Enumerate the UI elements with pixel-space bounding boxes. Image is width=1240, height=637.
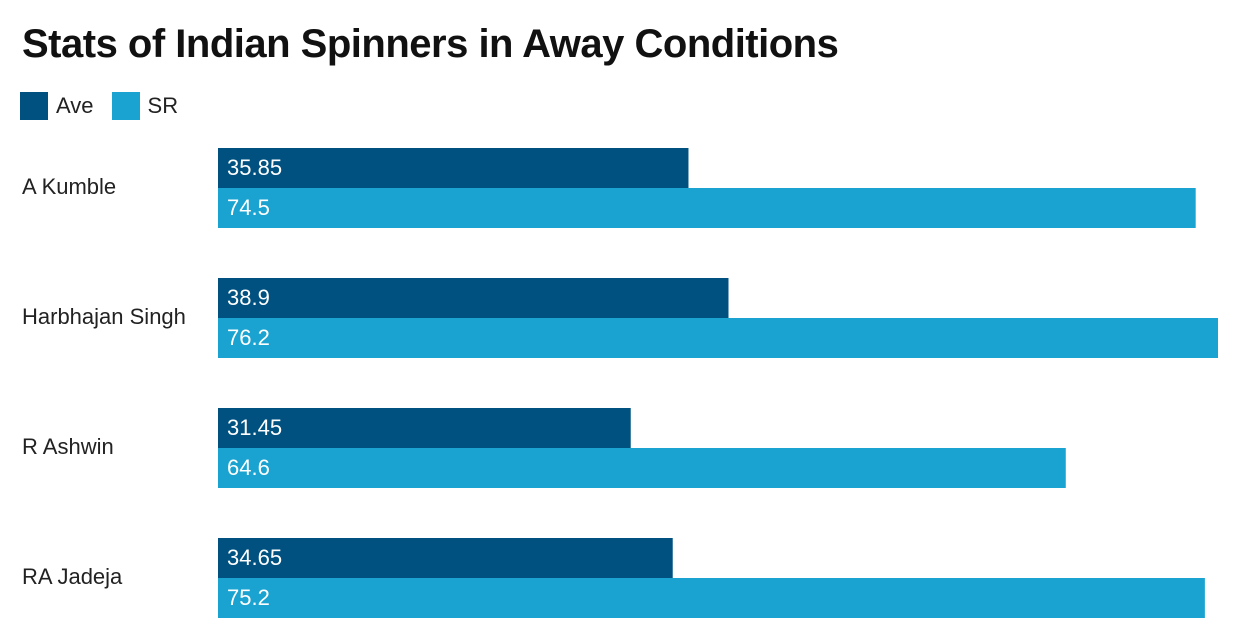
category-label-harbhajan-singh: Harbhajan Singh — [22, 304, 186, 329]
bar-ave-harbhajan-singh — [218, 278, 729, 318]
category-label-a-kumble: A Kumble — [22, 174, 116, 199]
legend-item-ave: Ave — [20, 92, 94, 120]
legend-label-ave: Ave — [56, 93, 94, 118]
bar-ave-ra-jadeja — [218, 538, 673, 578]
legend: Ave SR — [20, 92, 196, 120]
bar-sr-r-ashwin — [218, 448, 1066, 488]
legend-swatch-ave — [20, 92, 48, 120]
data-label-ave-ra-jadeja: 34.65 — [227, 545, 282, 570]
legend-item-sr: SR — [111, 92, 179, 120]
bar-sr-a-kumble — [218, 188, 1196, 228]
data-label-sr-a-kumble: 74.5 — [227, 195, 270, 220]
bar-sr-harbhajan-singh — [218, 318, 1218, 358]
data-label-sr-r-ashwin: 64.6 — [227, 455, 270, 480]
data-label-ave-r-ashwin: 31.45 — [227, 415, 282, 440]
legend-label-sr: SR — [147, 93, 179, 118]
data-label-ave-a-kumble: 35.85 — [227, 155, 282, 180]
category-label-r-ashwin: R Ashwin — [22, 434, 114, 459]
bar-ave-a-kumble — [218, 148, 689, 188]
data-label-sr-harbhajan-singh: 76.2 — [227, 325, 270, 350]
data-label-ave-harbhajan-singh: 38.9 — [227, 285, 270, 310]
data-label-sr-ra-jadeja: 75.2 — [227, 585, 270, 610]
bar-sr-ra-jadeja — [218, 578, 1205, 618]
category-label-ra-jadeja: RA Jadeja — [22, 564, 123, 589]
legend-swatch-sr — [111, 92, 140, 120]
bar-ave-r-ashwin — [218, 408, 631, 448]
chart-title: Stats of Indian Spinners in Away Conditi… — [22, 22, 839, 66]
